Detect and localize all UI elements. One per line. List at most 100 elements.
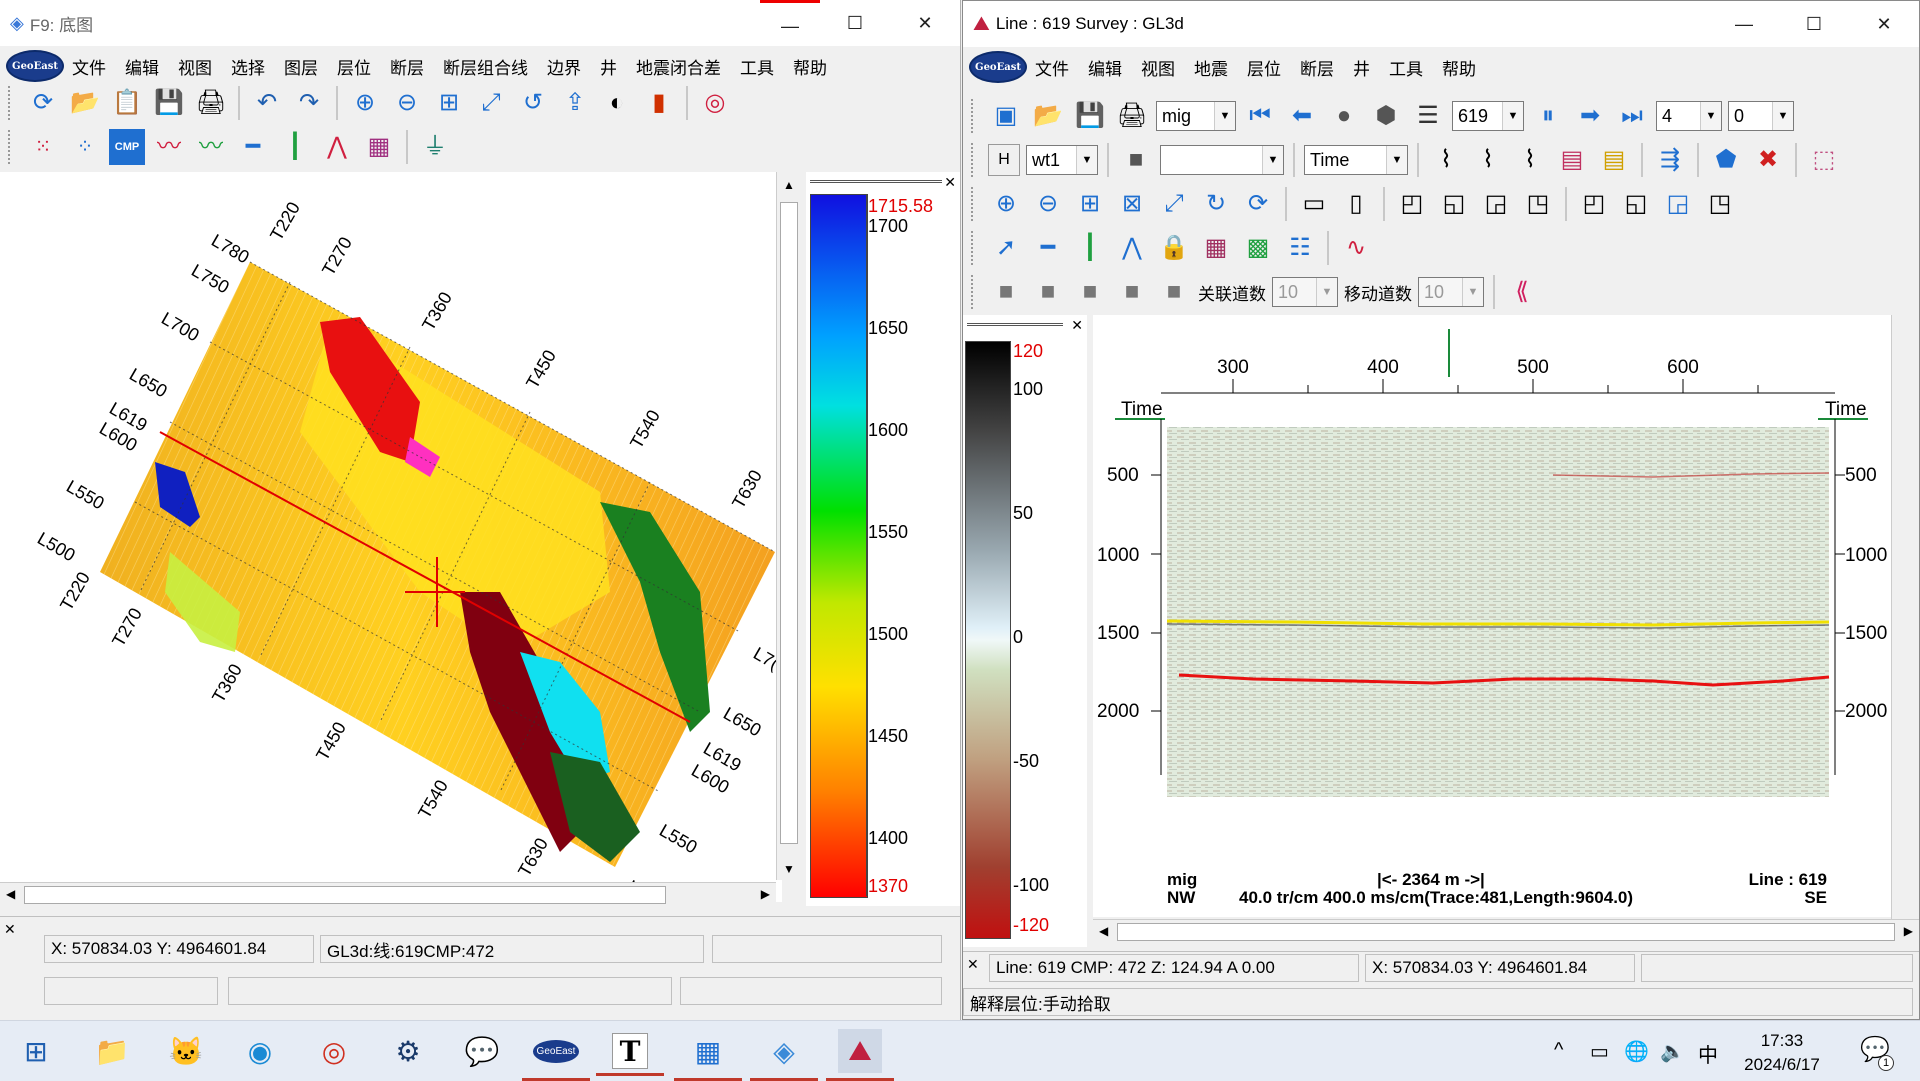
section-vertical-scrollbar[interactable] — [1891, 315, 1919, 919]
cmp-icon[interactable]: CMP — [109, 129, 145, 165]
wiggle-2-icon[interactable]: ⌇ — [1482, 146, 1494, 173]
color-swatch-icon[interactable]: ■ — [1128, 146, 1144, 173]
open-folder-icon[interactable]: 📂 — [1033, 102, 1063, 129]
wechat-icon[interactable]: 💬 — [464, 1035, 500, 1067]
chrome-browser-icon[interactable]: ◎ — [321, 1035, 347, 1067]
export-icon[interactable]: ⇪ — [564, 89, 586, 116]
menu-seismic[interactable]: 地震 — [1194, 59, 1228, 79]
horizon-yellow[interactable] — [1166, 619, 1830, 627]
close-status-icon[interactable]: ✕ — [967, 956, 979, 972]
seismic-grid-app-icon[interactable]: ▦ — [674, 1029, 742, 1081]
polygon-icon[interactable]: ⬟ — [1715, 146, 1737, 173]
save-icon[interactable]: 💾 — [1075, 102, 1105, 129]
menu-edit[interactable]: 编辑 — [1088, 59, 1122, 79]
wave-red-icon[interactable]: 〰 — [157, 133, 181, 160]
brush-icon[interactable]: ⬢ — [1375, 102, 1397, 129]
toolbar-grip[interactable] — [971, 275, 979, 309]
network-globe-icon[interactable]: 🌐 — [1624, 1041, 1649, 1063]
menu-well[interactable]: 井 — [600, 58, 617, 78]
seismic-section-svg[interactable]: 300 400 500 600 Time Time — [1093, 315, 1891, 917]
clock[interactable]: 17:33 2024/6/17 — [1740, 1029, 1824, 1077]
menu-view[interactable]: 视图 — [178, 58, 212, 78]
toolbar-grip[interactable] — [971, 187, 979, 221]
h-toggle-button[interactable]: H — [988, 144, 1020, 176]
colorbar-icon[interactable]: ▮ — [652, 89, 666, 116]
line-selector-icon[interactable]: ☰ — [1417, 102, 1439, 129]
basemap-app-icon[interactable]: ◈ — [750, 1029, 818, 1081]
print-icon[interactable]: 🖨 — [195, 89, 227, 116]
geoeast-taskbar-icon[interactable]: GeoEast — [522, 1029, 590, 1081]
variable-density-icon[interactable]: ▤ — [1560, 146, 1584, 173]
curve-icon[interactable]: ∿ — [1345, 234, 1367, 261]
horizon-red[interactable] — [1178, 673, 1830, 687]
data-type-select[interactable]: mig ▼ — [1156, 101, 1236, 131]
menu-horizon[interactable]: 层位 — [1247, 59, 1281, 79]
vertical-line-icon[interactable]: ┃ — [287, 133, 303, 160]
offset-select[interactable]: 0 ▼ — [1728, 101, 1794, 131]
menu-mistie[interactable]: 地震闭合差 — [636, 58, 721, 78]
basemap-svg[interactable]: L780 L750 L700 L650 L619 L600 L550 L500 … — [0, 172, 783, 906]
undo-icon[interactable]: ↶ — [256, 89, 278, 116]
pause-icon[interactable]: ⏸ — [1542, 102, 1554, 129]
wiggle-3-icon[interactable]: ⌇ — [1524, 146, 1536, 173]
scatter-points-icon[interactable]: ⁙ — [34, 136, 52, 158]
menu-fault[interactable]: 断层 — [390, 58, 424, 78]
wave-multi-icon[interactable]: ⟪ — [1515, 278, 1529, 305]
first-line-icon[interactable]: ⏮ — [1249, 102, 1271, 129]
rotate-icon[interactable]: ↺ — [522, 89, 544, 116]
fault-pick-icon[interactable]: ⋀ — [1122, 234, 1142, 261]
gray-square-5-icon[interactable]: ■ — [1166, 278, 1182, 305]
zoom-out-icon[interactable]: ⊖ — [396, 89, 418, 116]
wiggle-1-icon[interactable]: ⌇ — [1440, 146, 1452, 173]
pointer-icon[interactable]: ➚ — [995, 234, 1017, 261]
menu-view[interactable]: 视图 — [1141, 59, 1175, 79]
toolbar-grip[interactable] — [971, 231, 979, 265]
paste-icon[interactable]: 📋 — [112, 89, 142, 116]
zoom-fit-icon[interactable]: ⊠ — [1121, 190, 1143, 217]
vertical-pick-icon[interactable]: ┃ — [1082, 234, 1098, 261]
map-vertical-scrollbar[interactable]: ▲ ▼ — [776, 172, 801, 880]
close-colorbar-icon[interactable]: ✕ — [1071, 317, 1083, 333]
ime-indicator[interactable]: 中 — [1698, 1045, 1718, 1067]
well-select[interactable]: wt1 ▼ — [1026, 145, 1098, 175]
print-icon[interactable]: 🖨 — [1116, 102, 1148, 129]
close-button[interactable]: ✕ — [1876, 13, 1892, 34]
cat-app-icon[interactable]: 🐱 — [168, 1035, 204, 1067]
menu-horizon[interactable]: 层位 — [337, 58, 371, 78]
delete-polygon-icon[interactable]: ✖ — [1757, 146, 1779, 173]
refresh-icon[interactable]: ⟳ — [32, 89, 54, 116]
text-app-icon[interactable]: T — [596, 1033, 664, 1076]
list-icon[interactable]: ☷ — [1289, 234, 1311, 261]
zoom-reset-icon[interactable]: ↻ — [1205, 190, 1227, 217]
prev-line-icon[interactable]: ⬅ — [1291, 102, 1313, 129]
fit-view-icon[interactable]: ⤢ — [1164, 190, 1184, 217]
menu-select[interactable]: 选择 — [231, 58, 265, 78]
pane-3-icon[interactable]: ◲ — [1484, 190, 1508, 217]
menu-layer[interactable]: 图层 — [284, 58, 318, 78]
steam-icon[interactable]: ⚙ — [395, 1035, 421, 1067]
menu-help[interactable]: 帮助 — [1442, 59, 1476, 79]
menu-file[interactable]: 文件 — [72, 58, 106, 78]
toolbar-grip[interactable] — [8, 86, 16, 120]
section-app-icon[interactable]: ⛰ — [826, 1029, 894, 1081]
gray-square-3-icon[interactable]: ■ — [1082, 278, 1098, 305]
horizon-pick-icon[interactable]: ━ — [1040, 234, 1056, 261]
stop-icon[interactable]: ● — [1336, 102, 1352, 129]
refresh-icon[interactable]: ⟳ — [1247, 190, 1269, 217]
volume-icon[interactable]: 🔈 — [1660, 1041, 1685, 1063]
zoom-out-icon[interactable]: ⊖ — [1037, 190, 1059, 217]
fit-view-icon[interactable]: ⤢ — [481, 89, 501, 116]
layout-1-icon[interactable]: ▭ — [1302, 190, 1326, 217]
toolbar-grip[interactable] — [971, 143, 979, 177]
open-folder-icon[interactable]: 📂 — [70, 89, 100, 116]
zoom-in-icon[interactable]: ⊕ — [995, 190, 1017, 217]
minimize-button[interactable]: — — [760, 0, 820, 49]
target-icon[interactable]: ◎ — [704, 89, 726, 116]
minimize-button[interactable]: — — [1735, 13, 1753, 34]
windows-start-icon[interactable]: ⊞ — [24, 1035, 48, 1067]
basemap-canvas[interactable]: L780 L750 L700 L650 L619 L600 L550 L500 … — [0, 172, 783, 906]
filter-icon[interactable]: ⏚ — [423, 133, 447, 160]
redo-icon[interactable]: ↷ — [298, 89, 320, 116]
menu-boundary[interactable]: 边界 — [547, 58, 581, 78]
table-icon[interactable]: ▦ — [1204, 234, 1228, 261]
